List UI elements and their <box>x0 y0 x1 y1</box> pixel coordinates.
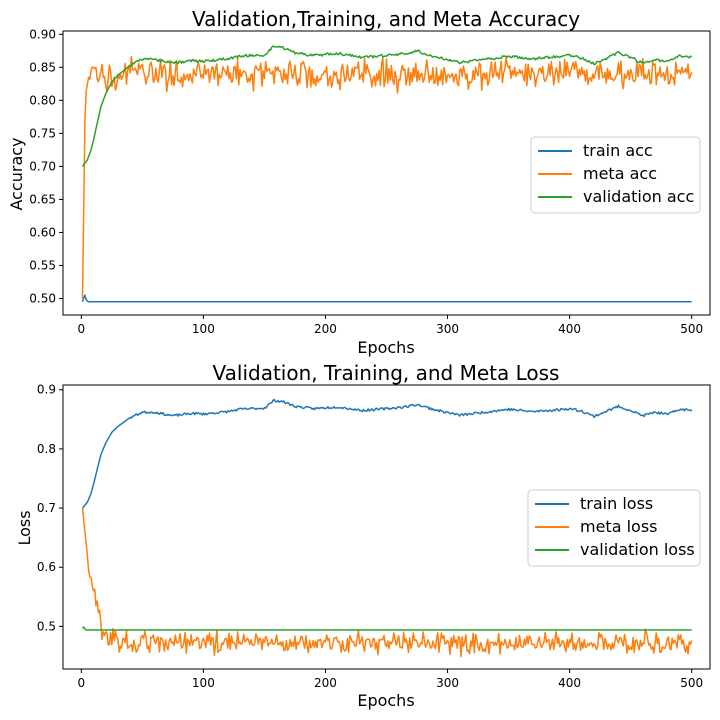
y-tick-label: 0.6 <box>37 560 56 574</box>
legend-label: meta loss <box>580 517 658 536</box>
legend-label: train loss <box>580 494 653 513</box>
series-layer <box>81 398 693 658</box>
loss-chart: Validation, Training, and Meta Loss Epoc… <box>15 361 711 710</box>
chart-title: Validation, Training, and Meta Loss <box>213 361 560 385</box>
x-axis-label: Epochs <box>357 338 414 357</box>
x-tick-label: 300 <box>436 322 459 336</box>
chart-title: Validation,Training, and Meta Accuracy <box>192 7 580 31</box>
x-tick-label: 100 <box>192 322 215 336</box>
series-line <box>81 55 693 299</box>
legend-box <box>527 489 701 567</box>
x-axis-label: Epochs <box>357 691 414 710</box>
y-tick-label: 0.8 <box>37 442 56 456</box>
y-tick-label: 0.75 <box>29 126 56 140</box>
series-layer <box>81 45 693 303</box>
series-line <box>82 626 692 631</box>
x-tick-label: 500 <box>680 676 703 690</box>
x-tick-label: 200 <box>314 322 337 336</box>
plot-frame <box>62 30 711 316</box>
legend: train loss meta loss validation loss <box>527 489 701 567</box>
x-tick-label: 0 <box>77 322 85 336</box>
series-line <box>81 508 693 658</box>
y-tick-label: 0.5 <box>37 619 56 633</box>
plot-frame <box>62 384 711 670</box>
y-tick-label: 0.90 <box>29 27 56 41</box>
legend-label: meta acc <box>583 164 657 183</box>
y-tick-label: 0.9 <box>37 383 56 397</box>
x-tick-label: 0 <box>77 676 85 690</box>
y-tick-label: 0.7 <box>37 501 56 515</box>
x-tick-label: 100 <box>192 676 215 690</box>
y-tick-label: 0.60 <box>29 225 56 239</box>
x-tick-label: 300 <box>436 676 459 690</box>
series-line <box>81 398 693 509</box>
series-line <box>81 45 693 167</box>
series-line <box>81 294 692 303</box>
x-tick-label: 500 <box>680 322 703 336</box>
legend-label: validation acc <box>583 187 694 206</box>
y-tick-label: 0.55 <box>29 258 56 272</box>
y-tick-label: 0.80 <box>29 93 56 107</box>
y-tick-label: 0.50 <box>29 291 56 305</box>
y-axis-label: Accuracy <box>7 137 26 210</box>
legend-label: train acc <box>583 141 653 160</box>
x-tick-label: 200 <box>314 676 337 690</box>
ticks-layer: 0 100 200 300 400 500 0.50 0.55 0.60 0.65 0.70 0.75… <box>29 27 703 336</box>
legend-box <box>530 136 701 214</box>
y-tick-label: 0.70 <box>29 159 56 173</box>
y-axis-label: Loss <box>15 510 34 545</box>
ticks-layer: 0 100 200 300 400 500 0.5 0.6 0.7 0.8 0.9 <box>37 383 703 690</box>
legend: train acc meta acc validation acc <box>530 136 701 214</box>
legend-label: validation loss <box>580 540 695 559</box>
accuracy-chart: Validation,Training, and Meta Accuracy E… <box>7 7 711 357</box>
y-tick-label: 0.85 <box>29 60 56 74</box>
x-tick-label: 400 <box>558 676 581 690</box>
x-tick-label: 400 <box>558 322 581 336</box>
y-tick-label: 0.65 <box>29 192 56 206</box>
